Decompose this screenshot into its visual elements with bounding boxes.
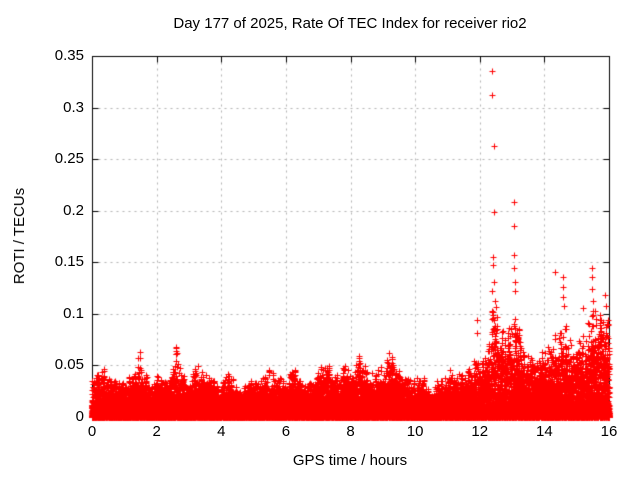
chart-title: Day 177 of 2025, Rate Of TEC Index for r… [173, 15, 527, 32]
x-tick-label: 10 [406, 423, 424, 440]
y-tick-label: 0.1 [63, 304, 84, 322]
x-tick-label: 16 [600, 423, 618, 440]
x-tick-label: 0 [87, 423, 97, 440]
x-tick-label: 2 [152, 423, 161, 440]
x-tick-label: 8 [346, 423, 355, 440]
x-tick-label: 14 [536, 423, 553, 440]
y-tick-label: 0.2 [63, 201, 84, 219]
y-tick-label: 0.3 [63, 98, 84, 116]
y-tick-label: 0.25 [54, 150, 84, 168]
x-tick-label: 4 [217, 423, 226, 440]
x-tick-label: 6 [281, 423, 291, 440]
y-tick-label: 0.15 [54, 253, 84, 271]
y-tick-label: 0.35 [54, 47, 84, 64]
x-tick-label: 12 [471, 423, 489, 440]
y-tick-label: 0 [75, 408, 84, 425]
y-tick-label: 0.05 [54, 356, 84, 374]
x-axis-label: GPS time / hours [292, 452, 408, 469]
